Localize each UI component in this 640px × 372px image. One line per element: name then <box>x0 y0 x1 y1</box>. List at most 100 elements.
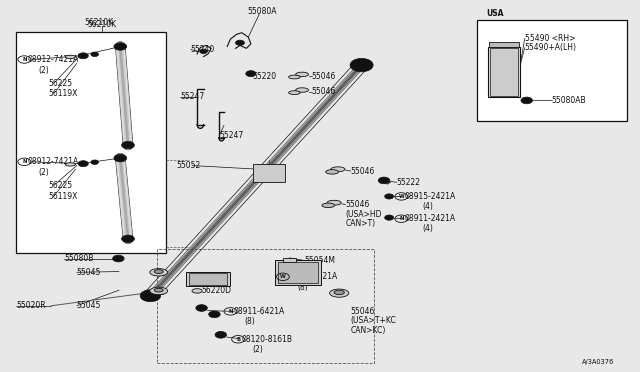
Circle shape <box>91 160 99 164</box>
Bar <box>283 258 296 262</box>
Text: 55046: 55046 <box>312 72 336 81</box>
Bar <box>489 42 519 46</box>
Text: 08911-2421A: 08911-2421A <box>404 214 456 223</box>
Ellipse shape <box>154 270 163 273</box>
Circle shape <box>140 290 161 302</box>
Bar <box>157 249 374 363</box>
Ellipse shape <box>289 91 300 94</box>
Text: 55247: 55247 <box>180 92 205 101</box>
Circle shape <box>148 294 153 297</box>
Circle shape <box>209 311 220 318</box>
Text: 55052: 55052 <box>176 161 200 170</box>
Text: W: W <box>280 274 285 279</box>
Text: 55046: 55046 <box>351 167 375 176</box>
Text: 55490 <RH>: 55490 <RH> <box>525 34 575 43</box>
Text: (4): (4) <box>422 202 433 211</box>
Ellipse shape <box>296 72 308 77</box>
Text: (2): (2) <box>38 169 49 177</box>
Text: (USA>T+KC: (USA>T+KC <box>351 316 396 325</box>
Circle shape <box>355 61 368 69</box>
Text: 08915-2421A: 08915-2421A <box>404 192 456 201</box>
Text: (2): (2) <box>38 66 49 75</box>
Text: 55054M: 55054M <box>304 256 335 265</box>
Bar <box>189 273 227 285</box>
Text: USA: USA <box>486 9 504 18</box>
Text: 55222: 55222 <box>397 178 421 187</box>
Ellipse shape <box>334 290 344 295</box>
Text: A/3A0376: A/3A0376 <box>582 359 614 365</box>
Text: N: N <box>22 159 27 164</box>
Text: N: N <box>228 309 233 314</box>
Ellipse shape <box>192 289 202 293</box>
Text: 55220: 55220 <box>253 72 277 81</box>
Text: W: W <box>399 194 404 199</box>
Text: 55020R: 55020R <box>16 301 45 310</box>
Text: 55045: 55045 <box>77 301 101 310</box>
Bar <box>490 48 518 96</box>
Circle shape <box>145 292 156 299</box>
Text: (4): (4) <box>422 224 433 233</box>
Text: 56220D: 56220D <box>202 286 232 295</box>
Circle shape <box>78 161 88 167</box>
Circle shape <box>200 49 207 54</box>
Text: CAN>KC): CAN>KC) <box>351 326 386 335</box>
Circle shape <box>114 43 127 50</box>
Text: 56119X: 56119X <box>48 192 77 201</box>
Circle shape <box>91 52 99 57</box>
Text: (USA>HD: (USA>HD <box>346 210 382 219</box>
Text: 55490+A(LH): 55490+A(LH) <box>525 43 577 52</box>
Text: 55080A: 55080A <box>248 7 277 16</box>
Ellipse shape <box>330 289 349 297</box>
Circle shape <box>215 331 227 338</box>
Ellipse shape <box>65 163 76 166</box>
Ellipse shape <box>154 288 163 292</box>
Circle shape <box>378 177 390 184</box>
Circle shape <box>122 141 134 149</box>
Text: 55046: 55046 <box>312 87 336 96</box>
Text: (8): (8) <box>298 283 308 292</box>
Circle shape <box>358 63 365 67</box>
Text: 56119X: 56119X <box>48 89 77 98</box>
Circle shape <box>350 58 373 72</box>
Text: 08915-2421A: 08915-2421A <box>286 272 337 281</box>
Text: N: N <box>22 57 27 62</box>
Ellipse shape <box>322 203 335 208</box>
Text: 55080B: 55080B <box>64 254 93 263</box>
Text: 56225: 56225 <box>48 79 72 88</box>
Circle shape <box>78 53 88 59</box>
Text: 08120-8161B: 08120-8161B <box>241 335 292 344</box>
Ellipse shape <box>150 287 168 295</box>
Text: 08912-7421A: 08912-7421A <box>28 157 79 166</box>
Bar <box>477 20 627 121</box>
Bar <box>154 288 163 294</box>
Ellipse shape <box>65 55 76 58</box>
Text: 08911-6421A: 08911-6421A <box>234 307 285 316</box>
Text: 55046: 55046 <box>351 307 375 316</box>
Ellipse shape <box>331 167 345 171</box>
Bar <box>278 262 318 283</box>
Bar <box>16 32 166 253</box>
Circle shape <box>385 215 394 220</box>
Circle shape <box>385 194 394 199</box>
Text: CAN>T): CAN>T) <box>346 219 376 228</box>
Text: 08912-7421A: 08912-7421A <box>28 55 79 64</box>
Circle shape <box>521 97 532 104</box>
Circle shape <box>196 305 207 311</box>
Ellipse shape <box>289 75 300 79</box>
Text: 55046: 55046 <box>346 200 370 209</box>
Ellipse shape <box>150 269 168 276</box>
Bar <box>488 46 520 97</box>
Circle shape <box>114 154 127 162</box>
Circle shape <box>113 255 124 262</box>
Text: 55240: 55240 <box>191 45 215 54</box>
Text: 55247: 55247 <box>220 131 244 140</box>
Text: 56210K: 56210K <box>84 18 114 27</box>
Bar <box>253 164 285 182</box>
Circle shape <box>122 235 134 243</box>
Text: 55080AB: 55080AB <box>552 96 586 105</box>
Ellipse shape <box>327 200 341 205</box>
Text: 56225: 56225 <box>48 182 72 190</box>
Text: B: B <box>236 337 240 342</box>
Text: (8): (8) <box>244 317 255 326</box>
Ellipse shape <box>296 88 308 92</box>
